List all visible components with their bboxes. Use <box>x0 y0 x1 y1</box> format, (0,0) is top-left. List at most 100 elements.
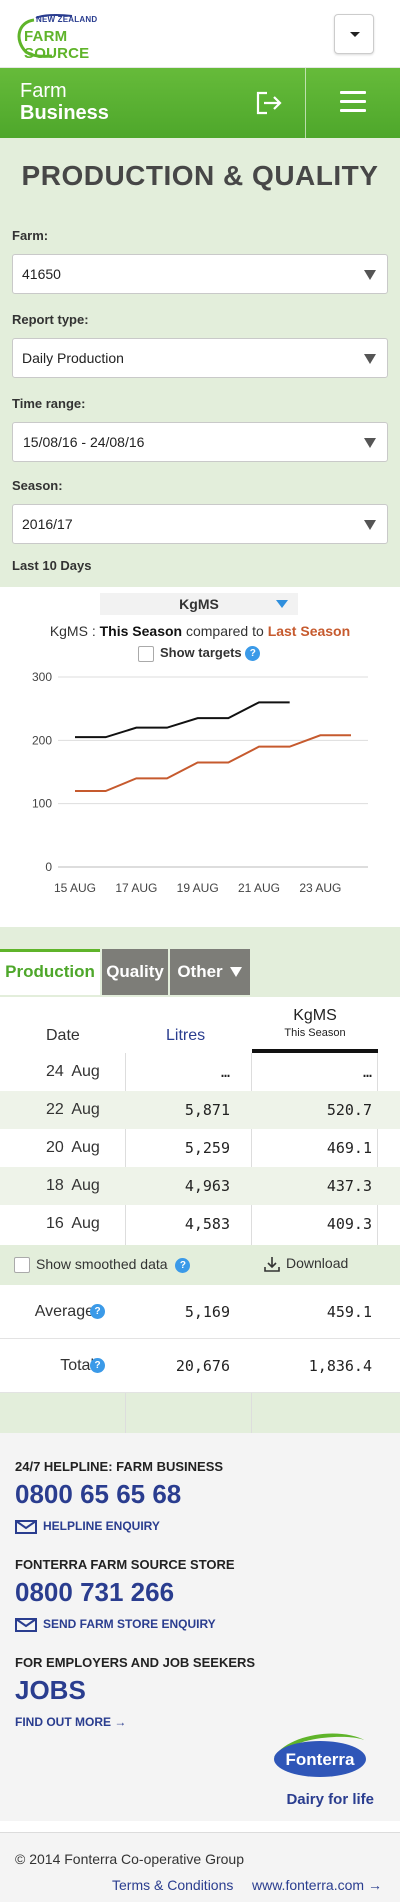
download-icon <box>264 1257 280 1273</box>
production-line-chart: 0 100 200 300 15 AUG 17 AUG 19 AUG 21 AUG 23 AUG <box>32 670 368 895</box>
total-kgms: 1,836.4 <box>308 1357 372 1375</box>
logout-icon[interactable] <box>255 90 283 116</box>
helpline-phone[interactable]: 0800 65 65 68 <box>15 1479 182 1509</box>
chart-section: KgMS KgMS : This Season compared to Last… <box>0 587 400 927</box>
caret-down-icon <box>350 32 360 37</box>
metric-select[interactable]: KgMS <box>100 593 298 615</box>
tabs-bar: Production Quality Other <box>0 927 400 997</box>
mail-icon <box>15 1519 37 1534</box>
this-season-line <box>75 701 290 739</box>
column-header-litres[interactable]: Litres <box>166 1027 206 1044</box>
copyright-bar: © 2014 Fonterra Co-operative Group Terms… <box>0 1832 400 1902</box>
x-tick-label: 19 AUG <box>177 881 219 895</box>
row-kgms: 437.3 <box>326 1177 372 1195</box>
header-divider <box>305 68 306 138</box>
x-tick-label: 17 AUG <box>115 881 157 895</box>
caption-last-season: Last Season <box>267 623 351 639</box>
row-date: 16 Aug <box>46 1215 100 1232</box>
kgms-header-sub: This Season <box>284 1027 346 1039</box>
help-icon[interactable]: ? <box>90 1304 105 1319</box>
select-arrow-icon <box>364 270 376 280</box>
show-targets-checkbox[interactable] <box>138 645 154 662</box>
store-enquiry-link[interactable]: SEND FARM STORE ENQUIRY <box>15 1617 216 1632</box>
row-litres: 4,583 <box>184 1215 230 1233</box>
report-type-label: Report type: <box>12 312 89 327</box>
farm-business-title: Farm Business <box>20 80 109 124</box>
caption-compared-to: compared to <box>182 623 268 639</box>
help-icon[interactable]: ? <box>245 646 261 662</box>
page-title: PRODUCTION & QUALITY <box>21 160 379 191</box>
tab-other[interactable]: Other <box>170 949 250 995</box>
smoothed-data-checkbox[interactable] <box>14 1257 30 1274</box>
smoothed-data-toggle[interactable]: Show smoothed data ? <box>14 1256 191 1274</box>
account-dropdown-button[interactable] <box>334 14 374 54</box>
range-note: Last 10 Days <box>12 558 92 573</box>
jobs-heading: FOR EMPLOYERS AND JOB SEEKERS <box>15 1655 256 1670</box>
x-tick-label: 21 AUG <box>238 881 280 895</box>
smoothed-data-label: Show smoothed data <box>36 1256 168 1272</box>
season-value: 2016/17 <box>22 516 73 532</box>
store-phone[interactable]: 0800 731 266 <box>15 1577 175 1607</box>
fonterra-tagline: Dairy for life <box>286 1791 374 1808</box>
arrow-right-icon: → <box>114 1715 127 1729</box>
caption-this-season: This Season <box>99 623 183 639</box>
metric-select-value: KgMS <box>179 596 219 612</box>
season-label: Season: <box>12 478 63 493</box>
copyright-text: © 2014 Fonterra Co-operative Group <box>15 1851 244 1867</box>
x-tick-label: 23 AUG <box>299 881 341 895</box>
find-out-more-link[interactable]: FIND OUT MORE → <box>15 1715 126 1729</box>
row-date: 20 Aug <box>46 1139 100 1156</box>
table-header: Date Litres KgMS This Season <box>0 997 400 1053</box>
y-tick-label: 200 <box>32 733 52 747</box>
average-litres: 5,169 <box>184 1303 230 1321</box>
time-range-select[interactable]: 15/08/16 - 24/08/16 <box>12 422 388 462</box>
hamburger-menu-icon[interactable] <box>340 91 366 113</box>
time-range-value: 15/08/16 - 24/08/16 <box>23 434 145 450</box>
helpline-enquiry-label: HELPLINE ENQUIRY <box>43 1519 160 1533</box>
row-kgms: 409.3 <box>326 1215 372 1233</box>
y-tick-label: 100 <box>32 797 52 811</box>
download-button[interactable]: Download <box>264 1255 348 1273</box>
help-icon[interactable]: ? <box>90 1358 105 1373</box>
tab-dropdown-icon <box>230 967 242 977</box>
find-out-more-label: FIND OUT MORE <box>15 1715 111 1729</box>
table-options-bar: Show smoothed data ? Download <box>0 1245 400 1285</box>
farm-business-bar: Farm Business <box>0 68 400 138</box>
report-type-value: Daily Production <box>22 350 124 366</box>
terms-link[interactable]: Terms & Conditions <box>112 1877 234 1893</box>
column-header-kgms[interactable]: KgMS This Season <box>252 1007 378 1053</box>
tab-production[interactable]: Production <box>0 949 100 995</box>
production-table: Date Litres KgMS This Season 24 Aug … … … <box>0 997 400 1497</box>
row-kgms: … <box>362 1063 372 1081</box>
show-targets-toggle[interactable]: Show targets ? <box>138 645 261 662</box>
tab-quality[interactable]: Quality <box>102 949 168 995</box>
title-line-2: Business <box>20 102 109 124</box>
tab-other-label: Other <box>177 962 223 981</box>
top-brand-bar: NEW ZEALAND FARM SOURCE <box>0 0 400 68</box>
kgms-header-label: KgMS <box>293 1007 337 1024</box>
jobs-title[interactable]: JOBS <box>15 1675 86 1705</box>
farm-source-logo[interactable]: NEW ZEALAND FARM SOURCE <box>12 12 124 62</box>
row-date: 18 Aug <box>46 1177 100 1194</box>
help-icon[interactable]: ? <box>175 1257 191 1273</box>
season-select[interactable]: 2016/17 <box>12 504 388 544</box>
row-litres: 4,963 <box>184 1177 230 1195</box>
fonterra-site-link[interactable]: www.fonterra.com → <box>252 1877 382 1893</box>
fonterra-site-label: www.fonterra.com <box>252 1877 365 1893</box>
total-litres: 20,676 <box>175 1357 230 1375</box>
table-row: 16 Aug 4,583 409.3 <box>0 1205 400 1243</box>
fonterra-logo[interactable]: Fonterra <box>266 1723 376 1803</box>
helpline-enquiry-link[interactable]: HELPLINE ENQUIRY <box>15 1519 160 1534</box>
farm-select[interactable]: 41650 <box>12 254 388 294</box>
arrow-right-icon: → <box>367 1877 382 1893</box>
average-label: Average <box>34 1303 94 1320</box>
show-targets-label: Show targets <box>160 645 242 660</box>
last-season-line <box>75 734 351 792</box>
fonterra-logo-text: Fonterra <box>286 1750 356 1769</box>
row-kgms: 520.7 <box>326 1101 372 1119</box>
logo-top-text: NEW ZEALAND <box>36 15 98 24</box>
row-date: 22 Aug <box>46 1101 100 1118</box>
mail-icon <box>15 1617 37 1632</box>
report-type-select[interactable]: Daily Production <box>12 338 388 378</box>
row-litres: 5,871 <box>184 1101 230 1119</box>
